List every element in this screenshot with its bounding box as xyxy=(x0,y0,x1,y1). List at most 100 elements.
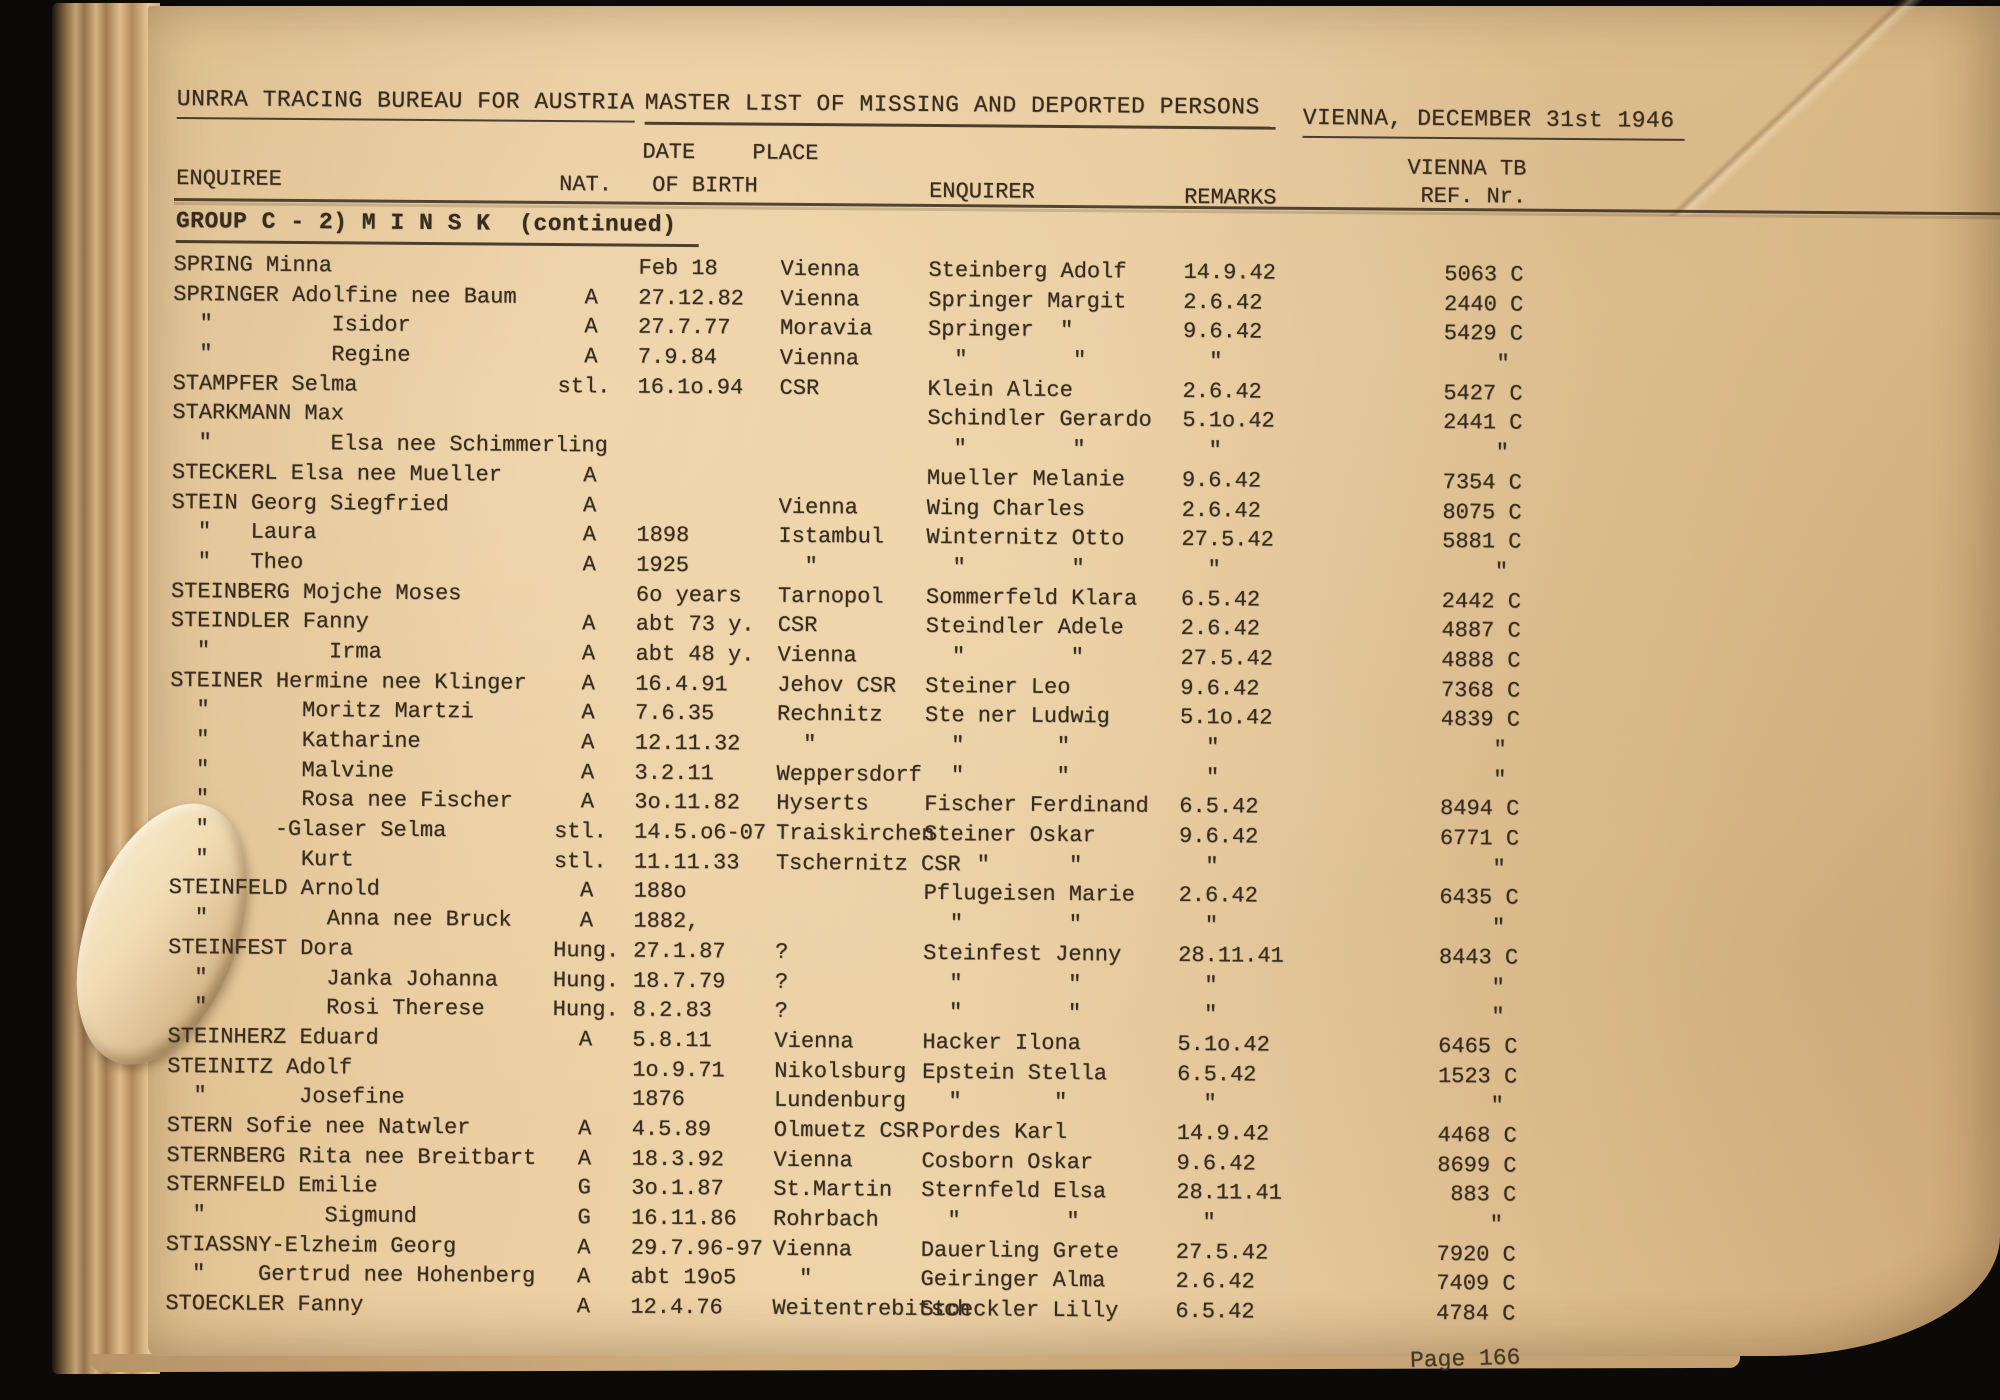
date-line: VIENNA, DECEMBER 31st 1946 xyxy=(1302,104,1685,141)
cell-enquirer: Hacker Ilona xyxy=(922,1029,1081,1057)
cell-enquirer: Steindler Adele xyxy=(925,614,1124,641)
cell-date-of-birth: 1925 xyxy=(636,552,690,578)
cell-place-of-birth: ? xyxy=(774,998,789,1025)
bureau-title: UNRRA TRACING BUREAU FOR AUSTRIA xyxy=(176,86,635,123)
cell-remarks: 9.6.42 xyxy=(1178,823,1259,850)
cell-enquirer: " " xyxy=(921,1089,1068,1116)
cell-place-of-birth: " xyxy=(778,553,818,579)
cell-enquiree: " Rosi Therese xyxy=(167,994,485,1022)
cell-ref: 7354 C xyxy=(1442,469,1522,496)
cell-enquirer: Wing Charles xyxy=(926,495,1086,522)
page-number: Page 166 xyxy=(1409,1344,1521,1374)
cell-ref: 2441 C xyxy=(1443,410,1523,437)
cell-enquiree: " Isidor xyxy=(172,311,411,339)
cell-enquirer: Steiner Oskar xyxy=(923,821,1096,849)
cell-place-of-birth: Olmuetz CSR xyxy=(773,1117,920,1144)
cell-enquirer: " " xyxy=(924,732,1071,760)
cell-place-of-birth: Vienna xyxy=(780,256,860,283)
column-header-enquirer: ENQUIRER xyxy=(929,178,1035,205)
cell-date-of-birth: 1876 xyxy=(631,1086,685,1113)
cell-enquirer: Epstein Stella xyxy=(922,1059,1108,1086)
cell-date-of-birth: 14.5.o6-07 xyxy=(634,819,767,846)
cell-ref: 4888 C xyxy=(1441,647,1521,674)
cell-ref: 5063 C xyxy=(1444,261,1524,288)
cell-nat: A xyxy=(557,344,598,370)
cell-remarks: 2.6.42 xyxy=(1183,289,1263,316)
cell-enquiree: SPRING Minna xyxy=(173,251,333,279)
cell-remarks: 2.6.42 xyxy=(1181,497,1261,524)
cell-ref: 4887 C xyxy=(1441,618,1521,644)
cell-enquirer: " " xyxy=(924,762,1070,789)
typed-content: UNRRA TRACING BUREAU FOR AUSTRIA MASTER … xyxy=(165,80,2000,1394)
page-title: MASTER LIST OF MISSING AND DEPORTED PERS… xyxy=(644,89,1276,130)
cell-date-of-birth: 12.4.76 xyxy=(630,1294,723,1321)
cell-date-of-birth: 1o.9.71 xyxy=(632,1057,725,1083)
cell-enquirer: Pflugeisen Marie xyxy=(923,881,1135,909)
cell-nat: A xyxy=(550,1294,591,1320)
cell-date-of-birth: 16.4.91 xyxy=(635,671,728,697)
cell-place-of-birth: Rohrbach xyxy=(772,1206,879,1233)
cell-enquirer: Springer Margit xyxy=(928,287,1127,315)
cell-enquirer: Winternitz Otto xyxy=(926,525,1125,552)
cell-remarks: 28.11.41 xyxy=(1176,1180,1283,1207)
cell-place-of-birth: Vienna xyxy=(779,345,860,372)
cell-enquiree: STEINFEST Dora xyxy=(168,934,354,962)
cell-ref: 5427 C xyxy=(1443,380,1523,407)
cell-ref: " xyxy=(1493,767,1520,793)
cell-remarks: " xyxy=(1176,1091,1217,1117)
cell-enquirer: Klein Alice xyxy=(927,376,1073,403)
cell-date-of-birth: 7.6.35 xyxy=(634,700,715,727)
cell-enquiree: STEINITZ Adolf xyxy=(167,1053,353,1080)
cell-nat: A xyxy=(555,611,596,637)
cell-remarks: 27.5.42 xyxy=(1180,645,1274,672)
cell-remarks: " xyxy=(1175,1209,1216,1236)
cell-nat: A xyxy=(553,878,594,904)
cell-enquirer: Stoeckler Lilly xyxy=(920,1296,1119,1324)
cell-nat: A xyxy=(554,789,595,815)
cell-remarks: 9.6.42 xyxy=(1182,319,1263,345)
cell-remarks: 28.11.41 xyxy=(1178,942,1284,969)
cell-enquiree: " Elsa nee Schimmerling xyxy=(172,430,608,459)
cell-enquirer: " " xyxy=(923,851,1083,878)
cell-ref: 6435 C xyxy=(1439,885,1519,912)
cell-date-of-birth: 18.7.79 xyxy=(632,968,726,994)
cell-ref: " xyxy=(1489,1212,1517,1238)
cell-enquiree: STERN Sofie nee Natwler xyxy=(166,1112,471,1141)
cell-nat: G xyxy=(551,1175,592,1201)
column-header-nat: NAT. xyxy=(559,172,613,198)
cell-place-of-birth: ? xyxy=(774,969,789,995)
cell-ref: 1523 C xyxy=(1437,1063,1518,1090)
cell-place-of-birth: Jehov CSR xyxy=(777,672,897,699)
cell-nat: A xyxy=(550,1264,591,1290)
cell-enquiree: " Regine xyxy=(172,341,411,368)
cell-enquiree: SPRINGER Adolfine nee Baum xyxy=(173,281,517,310)
cell-enquirer: Pordes Karl xyxy=(921,1118,1068,1145)
cell-ref: 7920 C xyxy=(1436,1241,1516,1268)
cell-enquiree: STEINHERZ Eduard xyxy=(167,1023,379,1051)
cell-nat: A xyxy=(551,1115,592,1142)
cell-enquirer: Sommerfeld Klara xyxy=(925,584,1138,612)
cell-nat: A xyxy=(555,670,595,696)
cell-enquiree: " Janka Johanna xyxy=(167,964,499,993)
cell-enquirer: " " xyxy=(927,436,1086,463)
cell-nat: A xyxy=(558,284,599,311)
cell-enquiree: " -Glaser Selma xyxy=(169,816,447,844)
cell-enquiree: STEINFELD Arnold xyxy=(168,875,380,903)
cell-remarks: 27.5.42 xyxy=(1175,1239,1269,1266)
cell-nat: A xyxy=(556,492,597,518)
cell-place-of-birth: Hyserts xyxy=(776,791,869,817)
cell-enquiree: " Rosa nee Fischer xyxy=(169,786,513,815)
cell-ref: 4784 C xyxy=(1436,1301,1516,1327)
cell-date-of-birth: 16.1o.94 xyxy=(637,374,744,401)
cell-date-of-birth: 11.11.33 xyxy=(633,849,740,876)
cell-place-of-birth: Moravia xyxy=(779,316,873,342)
cell-remarks: " xyxy=(1182,348,1223,375)
cell-place-of-birth: Vienna xyxy=(777,642,857,669)
cell-place-of-birth: Vienna xyxy=(773,1147,853,1173)
cell-remarks: " xyxy=(1177,972,1218,998)
cell-nat: A xyxy=(556,462,597,489)
cell-ref: 8494 C xyxy=(1439,796,1520,822)
cell-remarks: " xyxy=(1177,1002,1218,1028)
cell-remarks: " xyxy=(1179,734,1220,761)
cell-enquiree: STERNBERG Rita nee Breitbart xyxy=(166,1142,537,1171)
